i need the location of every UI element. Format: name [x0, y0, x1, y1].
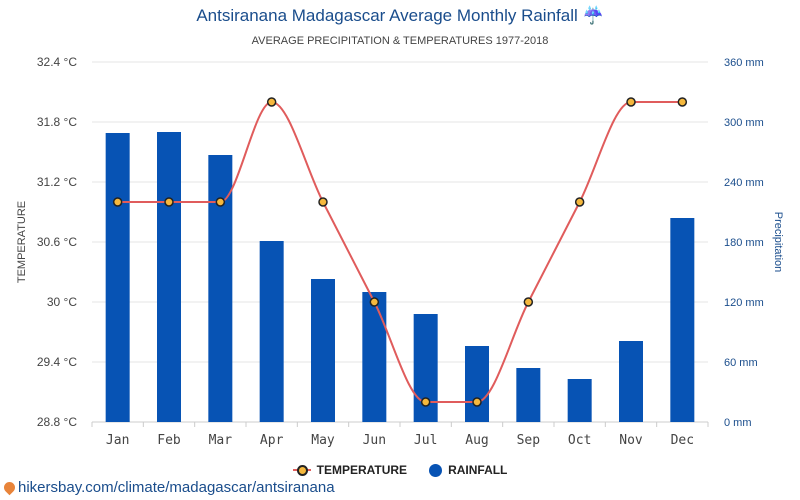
y-tick-label-right: 0 mm: [724, 417, 752, 429]
rainfall-bar: [105, 133, 130, 422]
footer-link[interactable]: hikersbay.com/climate/madagascar/antsira…: [1, 479, 335, 496]
legend-label-temperature: TEMPERATURE: [316, 463, 408, 477]
x-tick-label: Oct: [568, 433, 591, 448]
rainfall-bar: [465, 346, 489, 422]
temperature-point: [677, 97, 688, 107]
y-tick-label-right: 360 mm: [724, 57, 764, 69]
x-tick-label: Dec: [671, 433, 694, 448]
location-pin-icon: [1, 479, 18, 496]
rainfall-bar: [157, 132, 181, 422]
chart-legend: TEMPERATURE RAINFALL: [0, 463, 800, 477]
y-tick-label-right: 60 mm: [724, 357, 758, 369]
x-tick-label: Apr: [260, 433, 284, 448]
y-tick-label-right: 240 mm: [724, 177, 764, 189]
x-tick-label: Mar: [209, 433, 233, 448]
x-tick-label: Jun: [363, 433, 386, 448]
x-tick-label: Jan: [106, 433, 129, 448]
temperature-point: [164, 197, 174, 207]
chart-subtitle: AVERAGE PRECIPITATION & TEMPERATURES 197…: [251, 35, 549, 47]
y-tick-label-left: 29.4 °C: [37, 355, 77, 369]
y-tick-label-right: 180 mm: [724, 237, 764, 249]
temperature-point: [626, 97, 636, 107]
temperature-point: [369, 297, 380, 307]
temperature-point: [112, 197, 123, 207]
y-tick-label-left: 30.6 °C: [37, 235, 77, 249]
chart-title: Antsiranana Madagascar Average Monthly R…: [196, 6, 604, 25]
x-tick-label: Aug: [465, 433, 488, 448]
y-tick-label-left: 30 °C: [47, 295, 77, 309]
temperature-line: [117, 100, 683, 403]
x-tick-label: Nov: [619, 433, 643, 448]
temperature-point: [420, 397, 431, 407]
y-tick-label-right: 120 mm: [724, 297, 764, 309]
rainfall-bar: [619, 341, 643, 422]
temperature-legend-icon: [292, 464, 311, 476]
legend-item-rainfall[interactable]: RAINFALL: [429, 463, 507, 477]
y-tick-label-left: 31.2 °C: [37, 175, 77, 189]
rainfall-bar: [311, 279, 335, 422]
y-tick-label-left: 28.8 °C: [37, 415, 77, 429]
temperature-point: [266, 97, 277, 107]
rainfall-bar: [567, 379, 592, 422]
x-tick-label: Sep: [517, 433, 541, 448]
y-axis-title-left: TEMPERATURE: [16, 201, 28, 283]
y-axis-title-right: Precipitation: [772, 212, 784, 273]
rainfall-temperature-chart: 32.4 °C 360 mm 31.8 °C 300 mm 31.2 °C 240 mm 3…: [16, 55, 784, 448]
x-tick-label: May: [311, 433, 335, 448]
y-tick-label-left: 31.8 °C: [37, 115, 77, 129]
rainfall-bar: [259, 241, 284, 422]
rainfall-legend-icon: [429, 463, 443, 477]
temperature-point: [472, 397, 482, 407]
temperature-point: [574, 197, 585, 207]
rainfall-bar: [670, 218, 695, 422]
legend-label-rainfall: RAINFALL: [448, 463, 508, 477]
temperature-point: [215, 197, 226, 207]
temperature-point: [523, 297, 534, 307]
x-tick-label: Feb: [157, 433, 181, 448]
legend-item-temperature[interactable]: TEMPERATURE: [292, 463, 408, 477]
footer-link-text: hikersbay.com/climate/madagascar/antsira…: [18, 479, 335, 496]
temperature-point: [318, 197, 328, 207]
rainfall-bar: [516, 368, 541, 422]
rainfall-bar: [362, 292, 387, 422]
y-tick-label-right: 300 mm: [724, 117, 764, 129]
y-tick-label-left: 32.4 °C: [37, 55, 77, 69]
x-tick-label: Jul: [414, 433, 437, 448]
